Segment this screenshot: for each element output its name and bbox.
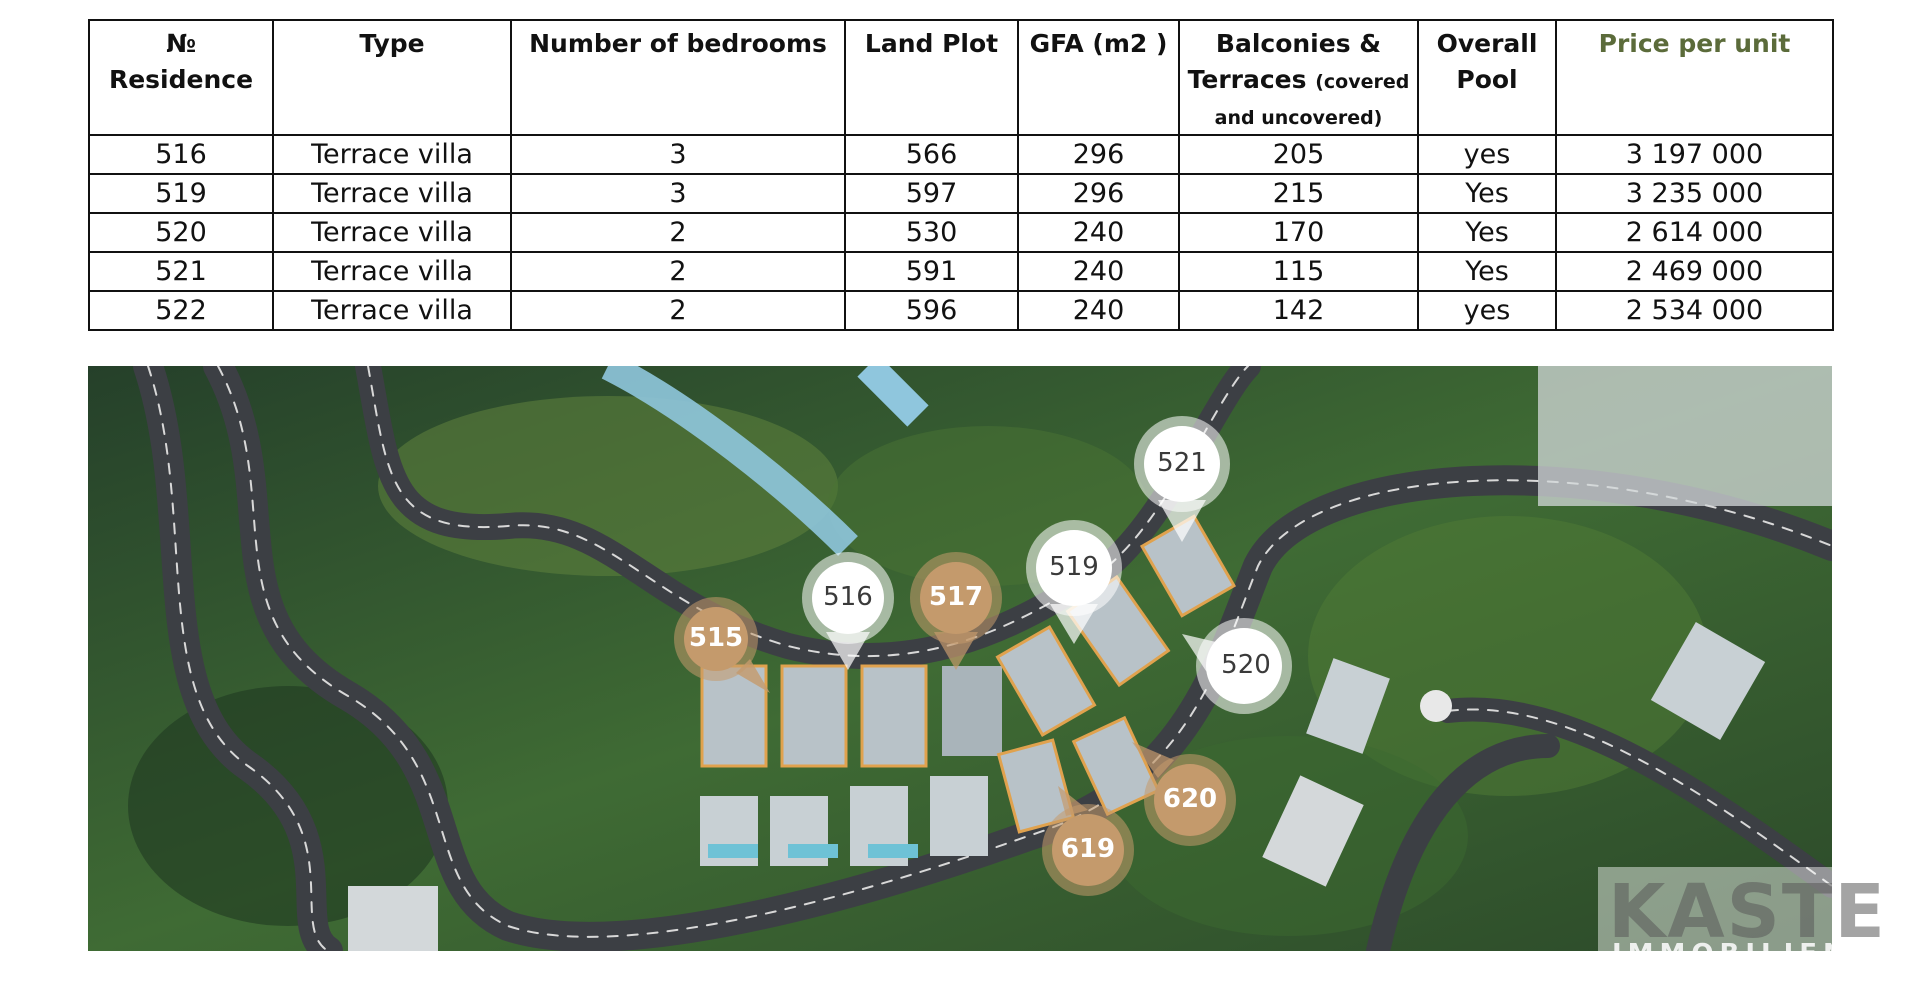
cell-balconies: 142 [1178, 290, 1419, 331]
map-pin-icon [1042, 786, 1134, 896]
cell-type: Terrace villa [272, 290, 512, 331]
map-pin-icon [1182, 618, 1292, 714]
pin-label: 521 [1157, 448, 1207, 478]
header-residence: № Residence [88, 19, 274, 136]
cell-gfa: 296 [1017, 134, 1180, 175]
watermark-line2: IMMOBILIEN [1612, 939, 1851, 969]
cell-bedrooms: 2 [510, 251, 846, 292]
cell-type: Terrace villa [272, 212, 512, 253]
pin-label: 519 [1049, 552, 1099, 582]
cell-gfa: 240 [1017, 290, 1180, 331]
header-pool-line1: Overall [1436, 29, 1538, 58]
pin-521[interactable]: 521 [1128, 412, 1236, 544]
header-type: Type [272, 19, 512, 136]
cell-gfa: 240 [1017, 212, 1180, 253]
cell-price: 2 469 000 [1555, 251, 1834, 292]
cell-land-plot: 530 [844, 212, 1019, 253]
cell-balconies: 115 [1178, 251, 1419, 292]
cell-pool: yes [1417, 134, 1557, 175]
pin-620[interactable]: 620 [1128, 738, 1240, 850]
pin-516[interactable]: 516 [796, 548, 900, 672]
cell-bedrooms: 2 [510, 212, 846, 253]
pin-label: 520 [1221, 650, 1271, 680]
pin-517[interactable]: 517 [904, 548, 1008, 672]
cell-balconies: 170 [1178, 212, 1419, 253]
table-row: 516 Terrace villa 3 566 296 205 yes 3 19… [88, 134, 1834, 175]
table-row: 519 Terrace villa 3 597 296 215 Yes 3 23… [88, 173, 1834, 214]
map-pin-icon [802, 552, 894, 670]
pin-520[interactable]: 520 [1182, 614, 1294, 720]
map-pin-icon [1134, 416, 1230, 542]
cell-type: Terrace villa [272, 251, 512, 292]
agency-watermark-logo: KASTE IMMOBILIEN [1598, 867, 1890, 973]
residences-price-table: № Residence Type Number of bedrooms Land… [88, 19, 1834, 331]
map-pin-icon [1026, 520, 1122, 644]
pin-619[interactable]: 619 [1030, 786, 1142, 898]
cell-price: 3 235 000 [1555, 173, 1834, 214]
cell-residence: 516 [88, 134, 274, 175]
map-pin-icon [674, 597, 770, 693]
cell-pool: Yes [1417, 173, 1557, 214]
cell-gfa: 240 [1017, 251, 1180, 292]
cell-residence: 520 [88, 212, 274, 253]
map-pin-icon [910, 552, 1002, 670]
table-header-row: № Residence Type Number of bedrooms Land… [88, 19, 1834, 136]
header-residence-label: Residence [108, 65, 254, 94]
watermark-line1: KASTE [1608, 869, 1887, 955]
cell-residence: 521 [88, 251, 274, 292]
map-pin-icon [1132, 742, 1236, 846]
cell-price: 2 614 000 [1555, 212, 1834, 253]
cell-land-plot: 597 [844, 173, 1019, 214]
cell-price: 2 534 000 [1555, 290, 1834, 331]
cell-bedrooms: 2 [510, 290, 846, 331]
table-row: 520 Terrace villa 2 530 240 170 Yes 2 61… [88, 212, 1834, 253]
pin-519[interactable]: 519 [1020, 516, 1128, 646]
cell-land-plot: 566 [844, 134, 1019, 175]
cell-type: Terrace villa [272, 134, 512, 175]
header-residence-symbol: № [165, 29, 197, 58]
table-row: 522 Terrace villa 2 596 240 142 yes 2 53… [88, 290, 1834, 331]
header-balconies-line2: Terraces [1187, 65, 1307, 94]
header-balconies: Balconies & Terraces (covered and uncove… [1178, 19, 1419, 136]
header-balconies-note1: (covered [1315, 71, 1410, 93]
cell-pool: Yes [1417, 251, 1557, 292]
cell-residence: 519 [88, 173, 274, 214]
header-pool-line2: Pool [1456, 65, 1518, 94]
header-pool: Overall Pool [1417, 19, 1557, 136]
pin-label: 620 [1162, 784, 1218, 814]
header-balconies-line1: Balconies & [1215, 29, 1382, 58]
pin-label: 515 [688, 623, 744, 653]
header-bedrooms: Number of bedrooms [510, 19, 846, 136]
table-row: 521 Terrace villa 2 591 240 115 Yes 2 46… [88, 251, 1834, 292]
cell-gfa: 296 [1017, 173, 1180, 214]
cell-pool: yes [1417, 290, 1557, 331]
pin-label: 517 [928, 582, 984, 612]
cell-type: Terrace villa [272, 173, 512, 214]
cell-price: 3 197 000 [1555, 134, 1834, 175]
cell-balconies: 205 [1178, 134, 1419, 175]
cell-balconies: 215 [1178, 173, 1419, 214]
pin-515[interactable]: 515 [672, 589, 772, 693]
cell-land-plot: 591 [844, 251, 1019, 292]
cell-residence: 522 [88, 290, 274, 331]
header-balconies-note2: and uncovered) [1214, 107, 1383, 129]
pin-label: 516 [823, 582, 873, 612]
cell-land-plot: 596 [844, 290, 1019, 331]
header-gfa: GFA (m2 ) [1017, 19, 1180, 136]
header-land-plot: Land Plot [844, 19, 1019, 136]
pin-label: 619 [1060, 834, 1116, 864]
header-price: Price per unit [1555, 19, 1834, 136]
site-plan-aerial-map: 515 516 517 519 [88, 366, 1832, 951]
road-network [133, 366, 1832, 951]
cell-pool: Yes [1417, 212, 1557, 253]
cell-bedrooms: 3 [510, 173, 846, 214]
cell-bedrooms: 3 [510, 134, 846, 175]
